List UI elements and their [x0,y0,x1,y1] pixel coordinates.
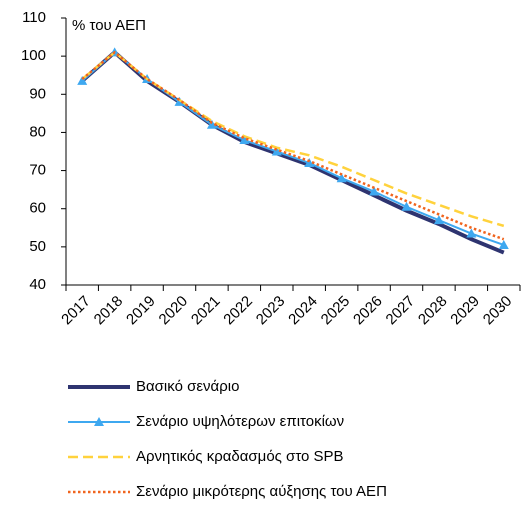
x-tick-label: 2028 [415,293,451,329]
marker [336,173,347,183]
y-axis-label: % του ΑΕΠ [72,17,146,34]
marker [466,228,477,238]
marker [271,146,282,156]
y-tick-label: 60 [29,200,46,217]
x-tick-label: 2027 [383,293,419,329]
x-tick-label: 2018 [91,293,127,329]
marker [369,186,380,196]
marker [433,215,444,225]
x-tick-label: 2029 [447,293,483,329]
y-tick-label: 80 [29,123,46,140]
y-tick-label: 110 [22,9,46,26]
y-tick-label: 50 [29,238,46,255]
y-tick-label: 40 [29,276,46,293]
x-tick-label: 2024 [285,293,321,329]
marker [498,239,509,249]
marker [304,157,315,167]
y-tick-label: 70 [29,162,46,179]
x-tick-label: 2019 [123,293,159,329]
marker [401,201,412,211]
x-tick-label: 2026 [350,293,386,329]
legend-label: Αρνητικός κραδασμός στο SPB [136,448,344,465]
marker [206,119,217,129]
marker [77,75,88,85]
x-tick-label: 2023 [253,293,289,329]
x-tick-label: 2022 [220,293,256,329]
x-tick-label: 2021 [188,293,224,329]
legend-marker [94,417,104,426]
legend-label: Σενάριο υψηλότερων επιτοκίων [136,413,344,430]
legend-label: Σενάριο μικρότερης αύξησης του ΑΕΠ [136,483,387,500]
x-tick-label: 2030 [480,293,516,329]
y-tick-label: 100 [21,47,46,64]
y-tick-label: 90 [29,85,46,102]
x-tick-label: 2025 [318,293,354,329]
legend-label: Βασικό σενάριο [136,378,239,395]
series-line [80,49,505,255]
x-tick-label: 2017 [58,293,94,329]
series-line [81,50,505,241]
x-tick-label: 2020 [156,293,192,329]
marker [239,135,250,145]
